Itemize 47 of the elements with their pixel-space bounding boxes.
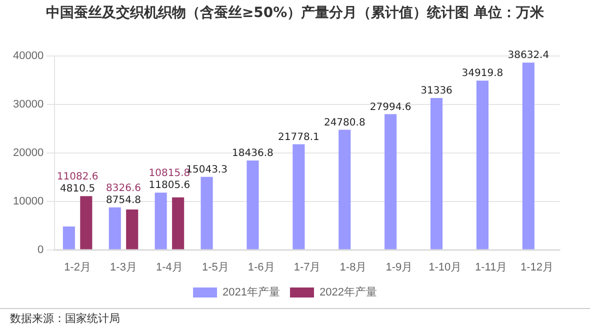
bar [246,160,259,250]
bar [108,207,121,250]
source-note: 数据来源：国家统计局 [0,308,590,328]
x-tick-label: 1-10月 [428,261,462,274]
data-label: 31336 [420,86,452,97]
y-tick-label: 40000 [12,50,44,62]
legend-label: 2022年产量 [320,286,377,299]
legend-label: 2021年产量 [222,286,280,299]
x-tick-label: 1-5月 [202,261,229,274]
x-tick-label: 1-12月 [520,261,554,274]
x-tick-label: 1-4月 [156,261,183,274]
x-tick-label: 1-2月 [64,261,92,274]
bar [154,192,167,250]
y-tick-label: 20000 [12,146,44,159]
data-label: 11082.6 [56,172,98,183]
bar [62,226,75,250]
bar [126,209,138,250]
bar [476,80,488,250]
bar [338,130,351,250]
bar [384,114,397,250]
x-tick-label: 1-8月 [340,261,367,274]
bar [172,197,184,250]
data-label: 10815.8 [148,168,190,180]
bar [292,144,305,250]
data-label: 18436.8 [232,148,274,160]
bar [200,176,213,250]
data-label: 27994.6 [370,102,412,113]
y-tick-label: 30000 [12,98,44,110]
y-tick-label: 10000 [12,195,44,208]
x-tick-label: 1-7月 [294,261,321,274]
data-label: 8326.6 [106,182,142,194]
bar [522,62,534,250]
data-label: 34919.8 [462,68,504,80]
x-tick-label: 1-6月 [248,261,275,274]
x-tick-label: 1-9月 [386,261,413,274]
y-tick-label: 0 [37,244,44,256]
x-tick-label: 1-11月 [474,261,508,274]
data-label: 11805.6 [148,180,190,192]
x-tick-label: 1-3月 [110,261,137,274]
data-label: 8754.8 [106,194,142,206]
data-label: 24780.8 [324,117,366,128]
data-label: 21778.1 [278,132,320,143]
data-label: 4810.5 [60,184,96,195]
chart-title: 中国蚕丝及交织机织物（含蚕丝≥50%）产量分月（累计值）统计图 单位：万米 [44,4,546,23]
data-label: 38632.4 [508,50,550,62]
bar [430,98,443,250]
bar [80,196,92,250]
